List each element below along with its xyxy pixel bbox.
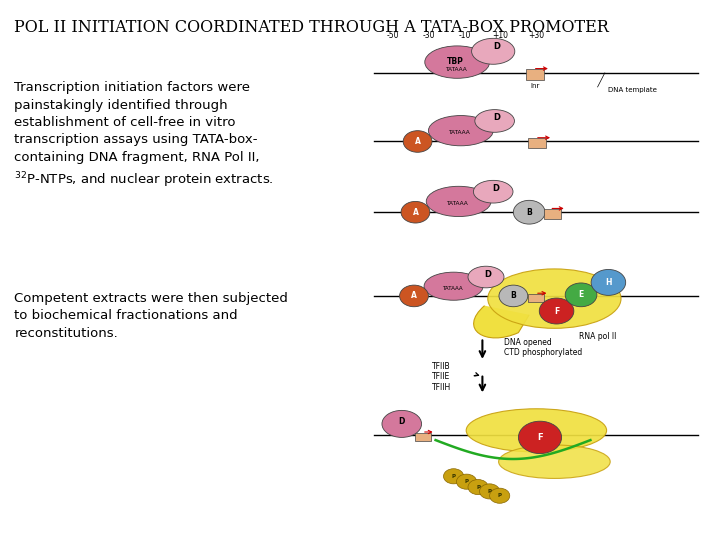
Circle shape [539, 298, 574, 324]
Text: F: F [537, 433, 543, 442]
Ellipse shape [472, 38, 515, 64]
Bar [528, 294, 544, 302]
Bar [526, 69, 544, 80]
Circle shape [444, 469, 464, 484]
Text: D: D [493, 113, 500, 122]
Circle shape [513, 200, 545, 224]
Circle shape [518, 421, 562, 454]
Text: D: D [492, 184, 499, 193]
Bar [544, 209, 561, 219]
Text: Competent extracts were then subjected
to biochemical fractionations and
reconst: Competent extracts were then subjected t… [14, 292, 288, 340]
Ellipse shape [425, 46, 490, 78]
Circle shape [490, 488, 510, 503]
Ellipse shape [498, 445, 610, 478]
Text: Inr: Inr [530, 83, 540, 90]
Text: A: A [415, 137, 420, 146]
Circle shape [401, 201, 430, 223]
Circle shape [456, 474, 477, 489]
Ellipse shape [467, 409, 606, 452]
Text: D: D [399, 417, 405, 426]
Ellipse shape [468, 266, 504, 288]
Text: +30: +30 [528, 31, 544, 39]
Text: DNA opened
CTD phosphorylated: DNA opened CTD phosphorylated [504, 338, 582, 357]
Ellipse shape [424, 272, 483, 300]
Text: F: F [554, 307, 559, 315]
Ellipse shape [382, 410, 422, 437]
Ellipse shape [474, 180, 513, 203]
Ellipse shape [475, 110, 515, 132]
Circle shape [400, 285, 428, 307]
Text: P: P [487, 489, 492, 494]
Circle shape [403, 131, 432, 152]
Circle shape [499, 285, 528, 307]
Text: D: D [484, 270, 491, 279]
Text: -10: -10 [458, 31, 471, 39]
Text: TATAAA: TATAAA [442, 286, 462, 291]
Text: B: B [526, 208, 532, 217]
Text: -50: -50 [386, 31, 399, 39]
Text: P: P [498, 493, 502, 498]
Text: A: A [413, 208, 418, 217]
Circle shape [468, 480, 488, 495]
Text: H: H [605, 278, 612, 287]
Text: TFIIB
TFIIE
TFIIH: TFIIB TFIIE TFIIH [432, 362, 451, 392]
Text: D: D [493, 43, 500, 51]
Circle shape [565, 283, 597, 307]
Bar [415, 433, 431, 441]
Text: E: E [578, 291, 584, 299]
Text: DNA template: DNA template [608, 87, 657, 93]
Ellipse shape [428, 116, 493, 146]
Ellipse shape [426, 186, 491, 217]
Text: TATAAA: TATAAA [446, 201, 468, 206]
Text: TATAAA: TATAAA [445, 66, 467, 72]
Text: TATAAA: TATAAA [449, 130, 470, 136]
Ellipse shape [488, 269, 621, 328]
Text: TBP: TBP [447, 57, 464, 65]
Bar [528, 138, 546, 148]
Text: P: P [451, 474, 456, 479]
Text: Transcription initiation factors were
painstakingly identified through
establish: Transcription initiation factors were pa… [14, 81, 274, 190]
Text: POL II INITIATION COORDINATED THROUGH A TATA-BOX PROMOTER: POL II INITIATION COORDINATED THROUGH A … [14, 19, 609, 36]
Text: P: P [476, 484, 480, 490]
Text: P: P [464, 479, 469, 484]
Circle shape [480, 484, 500, 499]
Circle shape [591, 269, 626, 295]
Text: A: A [411, 292, 417, 300]
Text: -30: -30 [422, 31, 435, 39]
Text: +10: +10 [492, 31, 508, 39]
Text: RNA pol II: RNA pol II [579, 332, 616, 341]
Text: B: B [510, 292, 516, 300]
PathPatch shape [474, 306, 529, 338]
